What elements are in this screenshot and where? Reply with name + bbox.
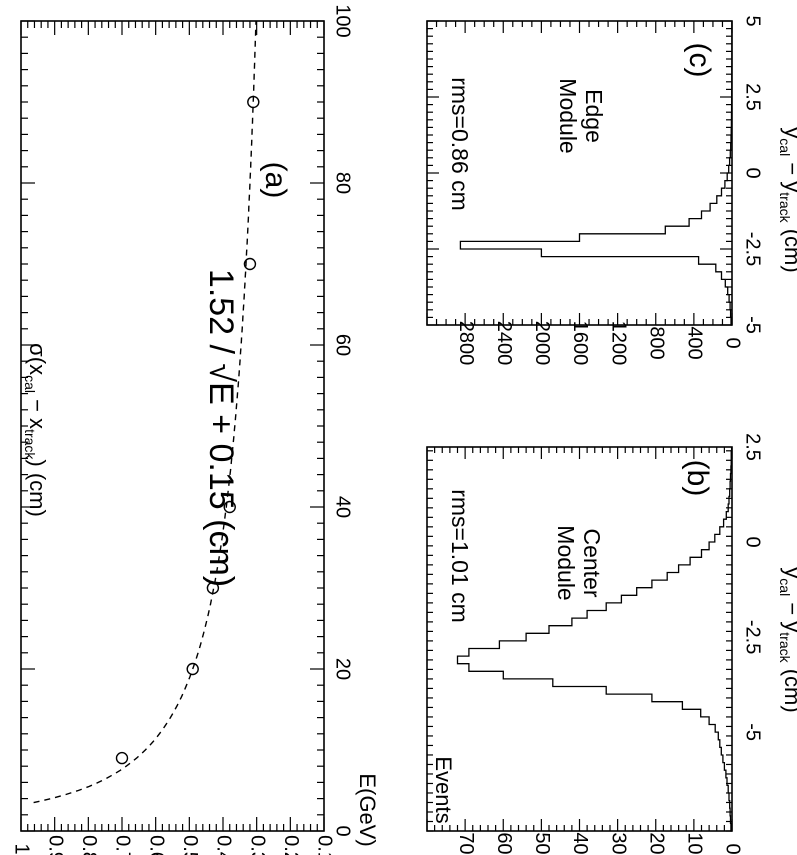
panel-b-y-tick-label: 600	[493, 832, 515, 855]
panel-b-x-tick-label: 2.5	[742, 433, 764, 461]
panel-b-y-tick-label: 400	[569, 832, 591, 855]
panel-c-y-tick-label: 1200	[607, 321, 629, 366]
panel-b-ylabel: Events	[431, 756, 456, 823]
panel-c-x-tick-label: 2.5	[742, 83, 764, 111]
panel-a-y-tick-label: 0.2	[280, 835, 302, 855]
panel-a-y-tick-label: 1	[11, 843, 33, 854]
panel-a-data-point	[223, 500, 236, 514]
panel-c: -5-2.502.55 040080012001600200024002800 …	[426, 15, 797, 366]
panel-b-x-tick-labels: -5 -2.5 0 2.5	[742, 433, 764, 741]
panel-a-ticks	[20, 20, 325, 832]
panel-b-rms: rms=1.01 cm	[447, 489, 473, 623]
panel-b-y-tick-label: 0	[722, 843, 744, 854]
panel-b-annotation-line2: Center	[579, 528, 605, 597]
panel-a-y-tick-labels: 1 0.9 0.8 0.7 0.6 0.5 0.4 0.3 0.2 0.1	[11, 835, 336, 855]
panel-a-y-tick-label: 0.5	[179, 835, 201, 855]
panel-a-data-point	[206, 581, 220, 595]
panel-a-y-tick-label: 0.6	[145, 835, 167, 855]
panel-b-label: (b)	[681, 460, 714, 497]
panel-c-x-tick-label: -2.5	[742, 232, 764, 266]
panel-a-x-tick-label: 40	[332, 496, 354, 518]
panel-c-rms: rms=0.86 cm	[447, 77, 473, 211]
panel-b-x-tick-label: -5	[742, 723, 764, 741]
panel-a-y-tick-label: 0.7	[112, 835, 134, 855]
panel-b-x-tick-label: 0	[742, 536, 764, 547]
panel-b-y-tick-labels: 0 100 200 300 400 500 600 700	[455, 832, 744, 855]
panel-b-ticks	[426, 447, 733, 832]
panel-a-y-tick-label: 0.9	[44, 835, 66, 855]
panel-a-y-tick-label: 0.3	[246, 835, 268, 855]
panel-c-y-tick-labels: 0 400 800 1200 1600 2000 2400 2800	[455, 321, 744, 366]
panel-c-xlabel: ycal − ytrack (cm)	[777, 127, 797, 272]
panel-c-y-tick-label: 2800	[455, 321, 477, 366]
panel-c-x-tick-label: 5	[742, 15, 764, 26]
panel-a-annotation: 1.52 / √E + 0.15 (cm)	[202, 269, 240, 587]
panel-c-annotation-line2: Edge	[581, 89, 607, 143]
panel-a-y-tick-label: 0.1	[314, 835, 336, 855]
panel-a-data-point	[186, 662, 199, 676]
panel-c-y-tick-label: 400	[684, 326, 706, 359]
panel-c-x-tick-label: -5	[742, 316, 764, 334]
panel-c-annotation-line1: Module	[555, 78, 581, 153]
panel-a-x-tick-label: 20	[332, 658, 354, 680]
panel-a-ylabel: σ(xcal − xtrack) (cm)	[22, 343, 50, 517]
panel-c-histogram	[459, 21, 733, 326]
panel-a-label: (a)	[259, 162, 292, 199]
panel-c-y-tick-label: 1600	[569, 321, 591, 366]
panel-b: -5 -2.5 0 2.5 0 100 200 300 400 500 600 700 rms=1.…	[426, 433, 797, 855]
panel-a-x-tick-label: 60	[332, 334, 354, 356]
panel-a-data-point	[115, 751, 129, 765]
panel-a-x-tick-label: 0	[332, 825, 354, 836]
panel-b-x-tick-label: -2.5	[742, 620, 764, 654]
panel-a-frame	[20, 20, 325, 832]
panel-a-y-tick-label: 0.8	[78, 835, 100, 855]
panel-c-x-tick-label: 0	[742, 167, 764, 178]
panel-a-x-tick-label: 80	[332, 172, 354, 194]
panel-c-y-tick-label: 2400	[493, 321, 515, 366]
panel-c-label: (c)	[683, 43, 716, 78]
panel-b-y-tick-label: 700	[455, 832, 477, 855]
panel-a-data-point	[243, 257, 257, 271]
panel-c-y-tick-label: 800	[645, 326, 667, 359]
panel-b-annotation-line1: Module	[553, 525, 579, 600]
panel-b-y-tick-label: 500	[531, 832, 553, 855]
panel-b-xlabel: ycal − ytrack (cm)	[777, 567, 797, 712]
panel-a-xlabel: E(GeV)	[355, 773, 380, 846]
panel-a-x-tick-label: 100	[332, 4, 354, 37]
panel-c-y-tick-label: 2000	[531, 321, 553, 366]
panel-a-data-points	[115, 95, 260, 765]
panel-b-y-tick-label: 300	[607, 832, 629, 855]
panel-a-data-point	[247, 95, 260, 109]
panel-c-y-tick-label: 0	[722, 337, 744, 348]
panel-b-y-tick-label: 200	[645, 832, 667, 855]
panel-c-x-tick-labels: -5 -2.5 0 2.5 5	[742, 15, 764, 333]
panel-b-y-tick-label: 100	[684, 832, 706, 855]
panel-a-y-tick-label: 0.4	[213, 835, 235, 855]
panel-a-x-tick-labels: 0 20 40 60 80 100	[332, 4, 354, 836]
panel-a-fit-curve	[33, 20, 257, 804]
panel-b-histogram	[456, 447, 733, 832]
panel-a: 0 20 40 60 80 100 1 0.9 0.8 0.7 0.6 0.5 0.4 0.3 0.2 0.…	[11, 4, 380, 855]
